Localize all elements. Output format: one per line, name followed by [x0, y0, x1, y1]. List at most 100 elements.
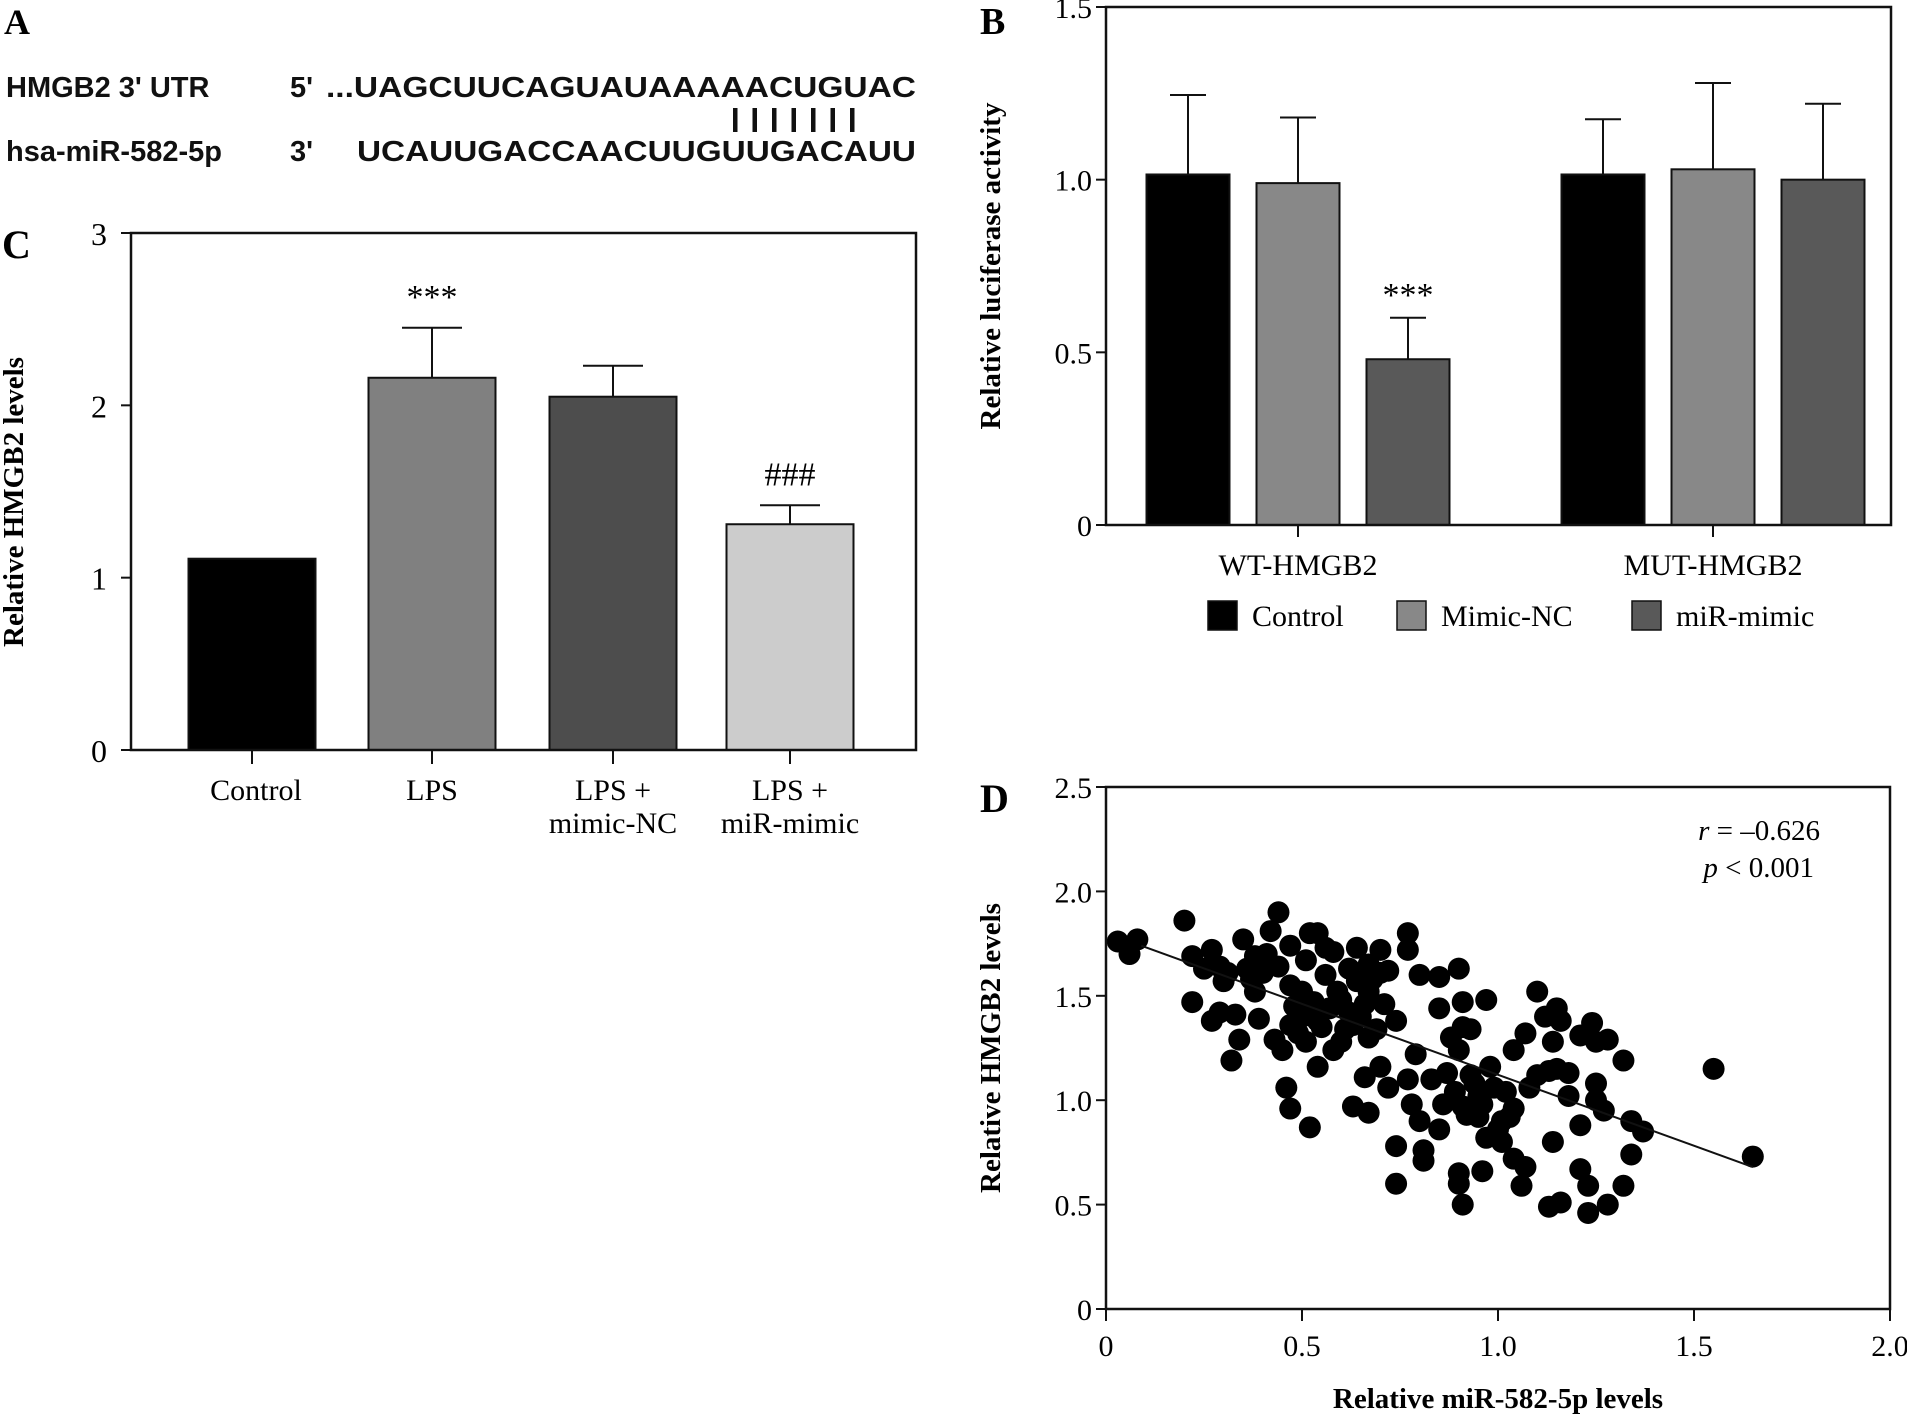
- data-point: [1267, 901, 1290, 924]
- x-category-label: Control: [210, 774, 302, 807]
- data-point: [1408, 1110, 1431, 1133]
- data-point: [1581, 1011, 1604, 1034]
- data-point: [1200, 938, 1223, 961]
- data-point: [1302, 991, 1325, 1014]
- panel-c-plot-frame: [129, 231, 918, 752]
- bar-control: [187, 557, 317, 752]
- panel-d-ticks: 0 0.5 1.0 1.5 2.0 2.5 0 0.5 1.0 1.5 2.0: [1055, 772, 1907, 1363]
- data-point: [1459, 1064, 1482, 1087]
- significance-label: ***: [407, 279, 458, 316]
- y-tick-label: 2: [91, 388, 107, 424]
- data-point: [1330, 1030, 1353, 1053]
- data-point: [1526, 980, 1549, 1003]
- data-point: [1385, 1009, 1408, 1032]
- data-point: [1224, 1003, 1247, 1026]
- data-point: [1479, 1055, 1502, 1078]
- data-point: [1612, 1049, 1635, 1072]
- data-point: [1436, 1062, 1459, 1085]
- panel-a: A HMGB2 3' UTR 5' ...UAGCUUCAGUAUAAAAACU…: [4, 2, 916, 168]
- utr-name: HMGB2 3' UTR: [6, 72, 210, 104]
- data-point: [1385, 1135, 1408, 1158]
- data-point: [1275, 1076, 1298, 1099]
- y-tick-label: 1.5: [1055, 981, 1093, 1014]
- x-category-label: WT-HMGB2: [1219, 549, 1378, 582]
- x-tick-label: 2.0: [1871, 1330, 1907, 1363]
- data-point: [1232, 928, 1255, 951]
- data-point: [1596, 1028, 1619, 1051]
- x-category-label: MUT-HMGB2: [1624, 549, 1803, 582]
- data-point: [1369, 938, 1392, 961]
- data-point: [1357, 1026, 1380, 1049]
- p-value: < 0.001: [1718, 852, 1814, 884]
- y-tick-label: 0: [1077, 1294, 1092, 1327]
- data-point: [1279, 1097, 1302, 1120]
- panel-c-bars: *** ###: [187, 279, 855, 752]
- panel-c-y-ticks: 0 1 2 3: [91, 216, 131, 769]
- y-tick-label: 2.5: [1055, 772, 1093, 805]
- panel-b-chart: B Relative luciferase activity 0 0.5 1.0 1.…: [975, 0, 1893, 633]
- data-point: [1451, 1193, 1474, 1216]
- data-point: [1298, 1116, 1321, 1139]
- data-point: [1404, 1043, 1427, 1066]
- bar-lps-mir-mimic: [725, 523, 855, 752]
- data-point: [1577, 1174, 1600, 1197]
- data-point: [1502, 1039, 1525, 1062]
- panel-d-points: [1106, 901, 1764, 1224]
- data-point: [1514, 1022, 1537, 1045]
- data-point: [1620, 1143, 1643, 1166]
- bar-lps-mimic-nc: [548, 395, 678, 751]
- y-tick-label: 2.0: [1055, 876, 1093, 909]
- data-point: [1541, 1030, 1564, 1053]
- base-pair-mark: [850, 108, 855, 132]
- data-point: [1228, 1028, 1251, 1051]
- data-point: [1549, 1009, 1572, 1032]
- base-pair-mark: [791, 108, 796, 132]
- data-point: [1569, 1114, 1592, 1137]
- data-point: [1181, 991, 1204, 1014]
- data-point: [1557, 1062, 1580, 1085]
- data-point: [1569, 1158, 1592, 1181]
- data-point: [1220, 1049, 1243, 1072]
- bar-mimic-nc-1: [1670, 168, 1756, 526]
- data-point: [1451, 991, 1474, 1014]
- data-point: [1475, 988, 1498, 1011]
- panel-c-chart: C Relative HMGB2 levels 0 1 2 3 *** ### Cont…: [0, 216, 918, 840]
- base-pair-mark: [811, 108, 816, 132]
- panel-b-x-categories: WT-HMGB2 MUT-HMGB2: [1219, 525, 1803, 582]
- data-point: [1741, 1145, 1764, 1168]
- data-point: [1510, 1174, 1533, 1197]
- panel-c-label: C: [2, 222, 31, 267]
- data-point: [1322, 940, 1345, 963]
- y-tick-label: 0.5: [1055, 337, 1093, 370]
- x-category-label: LPS: [406, 774, 458, 807]
- y-tick-label: 0.5: [1055, 1190, 1093, 1223]
- data-point: [1396, 1068, 1419, 1091]
- panel-d-plot-frame: [1104, 785, 1892, 1311]
- x-category-label: LPS +: [752, 774, 828, 807]
- panel-a-label: A: [4, 2, 30, 42]
- panel-b-plot-frame: [1104, 5, 1893, 527]
- y-tick-label: 1: [91, 561, 107, 597]
- panel-c-y-axis-label: Relative HMGB2 levels: [0, 357, 30, 647]
- panel-d-y-axis-label: Relative HMGB2 levels: [975, 903, 1007, 1193]
- mirna-3prime: 3': [290, 136, 313, 168]
- data-point: [1338, 957, 1361, 980]
- data-point: [1487, 1118, 1509, 1141]
- data-point: [1447, 957, 1470, 980]
- data-point: [1259, 920, 1282, 943]
- x-tick-label: 1.0: [1479, 1330, 1517, 1363]
- y-tick-label: 1.0: [1055, 165, 1093, 198]
- x-tick-label: 1.5: [1675, 1330, 1713, 1363]
- panel-d-label: D: [980, 776, 1009, 821]
- data-point: [1526, 1064, 1549, 1087]
- panel-b-bars: ***: [1145, 81, 1866, 527]
- data-point: [1396, 938, 1419, 961]
- data-point: [1428, 1118, 1451, 1141]
- panel-d-x-axis-label: Relative miR-582-5p levels: [1333, 1383, 1663, 1415]
- regression-line: [1140, 944, 1754, 1168]
- panel-d-chart: D Relative HMGB2 levels Relative miR-582…: [975, 772, 1907, 1415]
- data-point: [1353, 993, 1376, 1016]
- legend-swatch: [1631, 600, 1662, 631]
- data-point: [1377, 959, 1400, 982]
